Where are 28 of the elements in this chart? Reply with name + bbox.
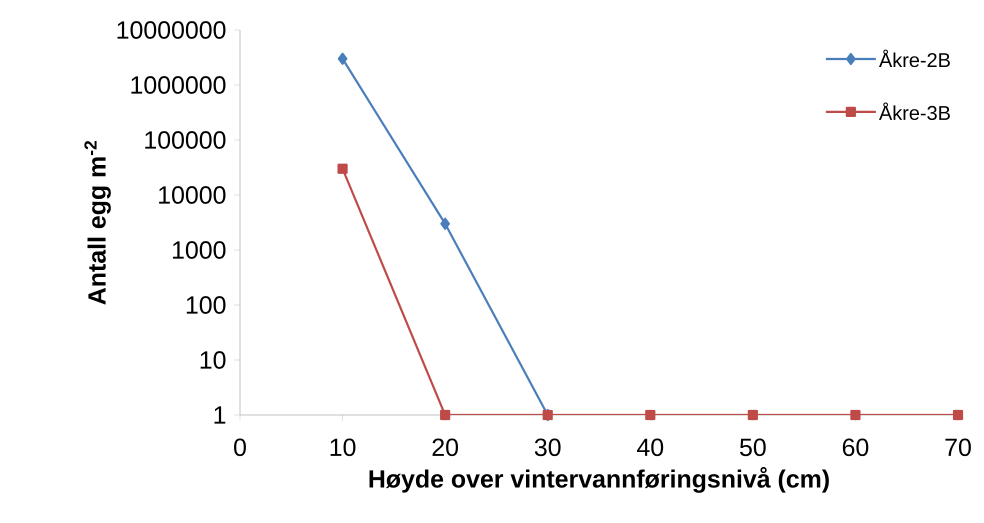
point [440,218,450,230]
point [338,52,348,65]
x-tick-label: 60 [842,438,868,456]
y-tick-label: 1000 [172,241,226,259]
x-tick-label: 10 [330,438,356,456]
legend-label: Åkre-2B [878,50,950,68]
y-tick-label: 10 [200,351,226,369]
point [337,164,348,174]
x-tick-label: 50 [740,438,766,456]
x-tick-label: 0 [234,438,246,456]
y-tick-label: 100 [186,296,226,314]
point [440,410,450,420]
x-tick-label: 40 [637,438,664,456]
point [645,410,656,420]
y-axis-title: Antall egg m$^{-2}$ [84,140,111,305]
x-tick-label: 70 [945,438,971,456]
y-tick-label: 100000 [145,131,226,149]
point [850,410,861,420]
y-tick-label: 1 [214,406,226,424]
point [748,410,758,420]
point [952,410,964,420]
y-tick-label: 10000 [159,186,226,204]
x-tick-label: 20 [432,438,458,456]
x-axis-title: Høyde over vintervannføringsnivå (cm) [370,466,829,493]
x-tick-label: 30 [534,438,561,456]
y-tick-label: 10000000 [118,21,226,39]
legend-label: Åkre-3B [878,102,950,120]
y-tick-label: 1000000 [131,76,226,94]
